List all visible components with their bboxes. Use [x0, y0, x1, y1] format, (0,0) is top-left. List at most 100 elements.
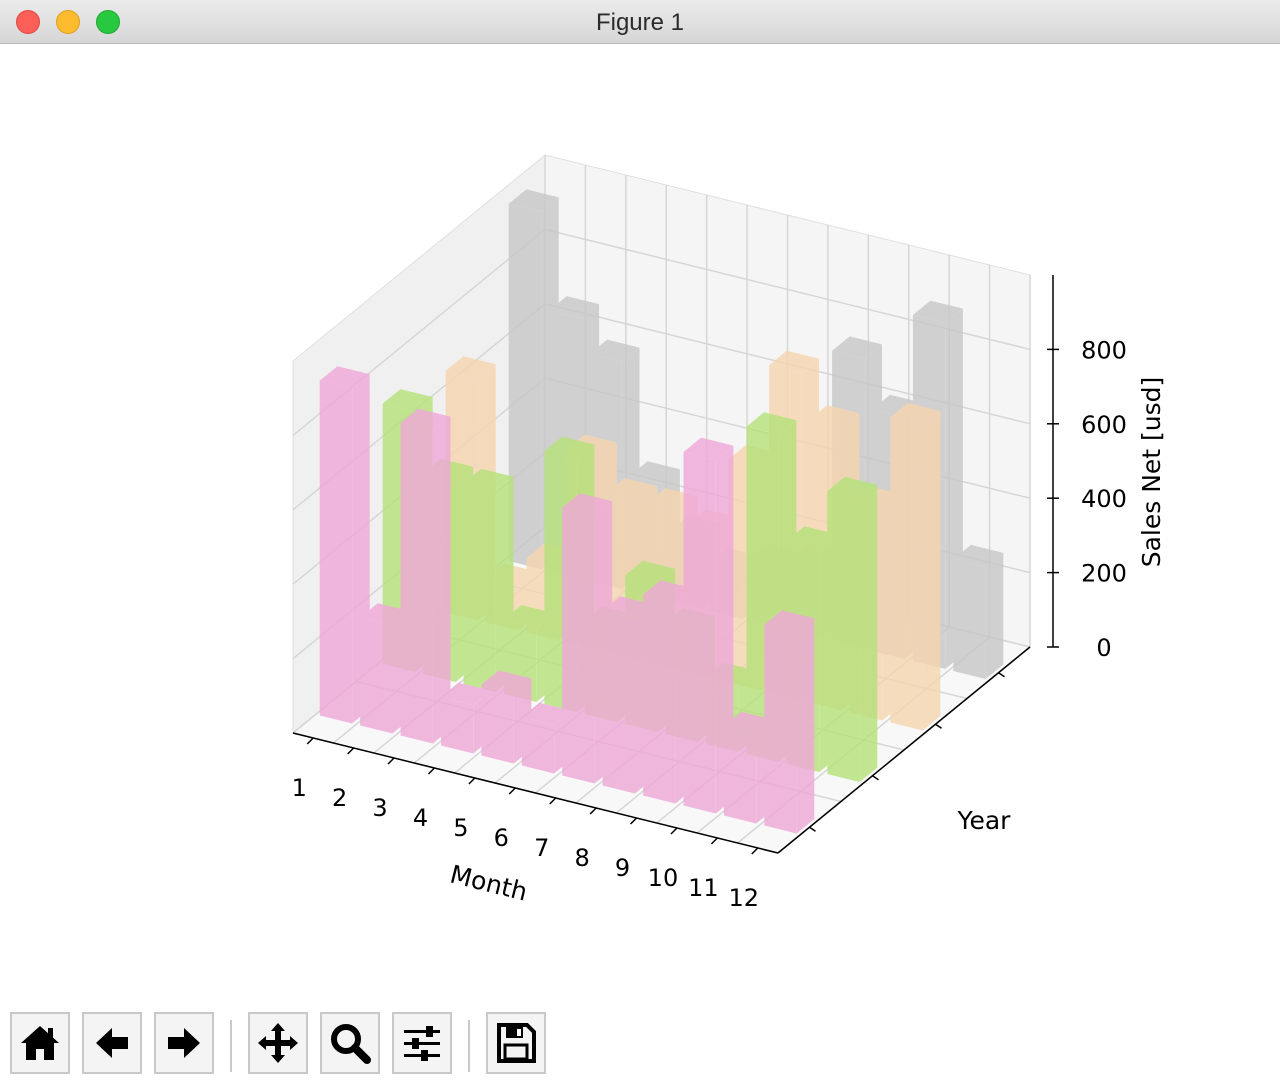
year-axis-line [777, 646, 1031, 854]
pan-icon [258, 1023, 298, 1063]
bar-side-face [922, 411, 941, 731]
month-tick [387, 757, 395, 765]
bar-top-face [630, 461, 680, 484]
month-tick-label: 6 [494, 824, 509, 852]
configure-subplots-button[interactable] [392, 1012, 452, 1074]
close-window-button[interactable] [16, 10, 40, 34]
bar-top-face [549, 296, 600, 319]
bar-top-face [319, 366, 370, 389]
save-button[interactable] [486, 1012, 546, 1074]
minimize-window-button[interactable] [56, 10, 80, 34]
bar-side-face [715, 445, 734, 814]
bar-top-face [521, 702, 572, 726]
year-tick [998, 672, 1005, 678]
bar-side-face [473, 690, 491, 754]
month-tick-label: 5 [453, 814, 468, 842]
month-tick [670, 827, 678, 835]
sales-tick-label: 400 [1081, 485, 1127, 513]
month-axis-line [292, 732, 779, 854]
month-tick-label: 12 [729, 884, 760, 912]
bar-top-face [504, 605, 554, 628]
month-tick-label: 3 [372, 794, 387, 822]
month-tick [306, 737, 314, 745]
bar-side-face [882, 494, 900, 721]
save-icon [497, 1023, 536, 1063]
back-arrow-icon [96, 1028, 128, 1058]
month-tick [468, 777, 476, 785]
month-tick [630, 817, 638, 825]
month-tick-label: 9 [615, 854, 630, 882]
bar-top-face [382, 389, 433, 412]
bar-top-face [912, 300, 963, 323]
bar-top-face [602, 596, 653, 619]
bar-side-face [554, 710, 572, 774]
bar-side-face [756, 719, 774, 824]
bar-top-face [827, 476, 878, 500]
maximize-window-button[interactable] [96, 10, 120, 34]
year-axis-label: Year [957, 806, 1012, 835]
zoom-button[interactable] [320, 1012, 380, 1074]
month-tick [589, 807, 597, 815]
bar-top-face [746, 412, 797, 435]
bar-top-face [723, 711, 774, 735]
month-tick [710, 837, 718, 845]
bar-top-face [400, 408, 451, 431]
bar-top-face [445, 356, 496, 379]
bar-side-face [985, 552, 1004, 679]
bar-side-face [635, 604, 653, 794]
bar-side-face [432, 416, 451, 744]
bar [319, 366, 370, 724]
home-icon [21, 1026, 59, 1060]
configure-subplots-icon [404, 1026, 440, 1061]
bar-top-face [809, 405, 860, 428]
bar-top-face [481, 670, 532, 693]
pan-button[interactable] [248, 1012, 308, 1074]
navigation-toolbar [0, 1004, 1280, 1088]
bar-side-face [594, 501, 613, 784]
forward-button[interactable] [154, 1012, 214, 1074]
bar-front-face [508, 203, 542, 570]
sales-tick-label: 200 [1081, 560, 1127, 588]
bar-front-face [319, 380, 353, 724]
bar-top-face [643, 580, 693, 603]
month-tick-label: 1 [292, 774, 307, 802]
bar-top-face [562, 493, 613, 516]
bar-top-face [832, 336, 882, 359]
bar-side-face [536, 613, 554, 702]
bar-top-face [463, 468, 514, 492]
toolbar-separator [230, 1020, 232, 1072]
back-button[interactable] [82, 1012, 142, 1074]
zoom-icon [331, 1024, 371, 1064]
bar-side-face [495, 476, 514, 692]
window-titlebar: Figure 1 [0, 0, 1280, 44]
month-tick-label: 10 [648, 864, 679, 892]
chart-3d-bar[interactable]: 1 2 3 4 5 6 7 8 9 10 11 120200400600800MonthYearSal… [0, 44, 1280, 1002]
month-tick-label: 2 [332, 784, 347, 812]
bar-top-face [360, 603, 411, 626]
sales-tick-label: 800 [1081, 336, 1127, 364]
month-tick [751, 847, 759, 855]
bar-top-face [764, 610, 815, 633]
bar-side-face [352, 374, 370, 724]
month-tick [549, 797, 557, 805]
bar-side-face [859, 484, 878, 782]
bar-side-face [819, 534, 837, 772]
month-tick-label: 4 [413, 804, 428, 832]
toolbar-separator [468, 1020, 470, 1072]
bar-top-face [508, 189, 559, 212]
home-button[interactable] [10, 1012, 70, 1074]
bar-top-face [786, 526, 837, 549]
bar-top-face [890, 403, 941, 426]
bar-top-face [625, 560, 676, 584]
sales-axis-label: Sales Net [usd] [1137, 377, 1166, 568]
month-axis-label: Month [447, 860, 530, 907]
bar-series [319, 366, 815, 834]
sales-tick-label: 0 [1096, 634, 1111, 662]
month-tick [508, 787, 516, 795]
bar-top-face [544, 436, 595, 459]
month-tick-label: 11 [688, 874, 719, 902]
bar-top-face [953, 544, 1004, 568]
bar-top-face [607, 478, 658, 501]
bar-top-face [683, 437, 734, 461]
window-title: Figure 1 [595, 9, 685, 36]
